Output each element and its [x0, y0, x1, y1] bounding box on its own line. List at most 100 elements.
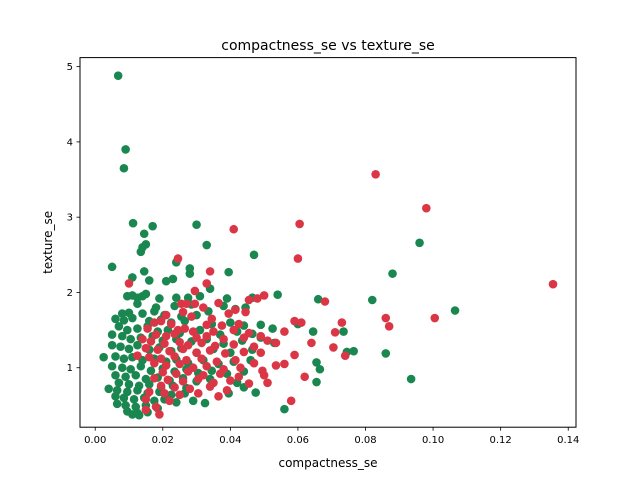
scatter-point-s1-37	[234, 319, 244, 329]
scatter-point-s0-10	[136, 247, 146, 257]
scatter-point-s1-125	[141, 395, 151, 404]
scatter-point-s0-180	[280, 404, 289, 414]
scatter-point-s0-122	[312, 358, 321, 367]
scatter-point-s0-159	[133, 386, 142, 395]
scatter-point-s0-174	[200, 398, 210, 408]
scatter-point-s0-135	[315, 364, 325, 374]
scatter-point-s0-29	[133, 293, 142, 303]
scatter-point-s1-74	[205, 346, 215, 355]
scatter-point-s1-36	[217, 321, 227, 330]
scatter-point-s0-61	[180, 316, 190, 326]
scatter-point-s0-123	[107, 361, 117, 371]
scatter-point-s1-65	[229, 340, 239, 349]
scatter-point-s0-3	[128, 218, 138, 228]
scatter-point-s0-23	[161, 276, 171, 286]
scatter-point-s1-78	[290, 350, 299, 360]
scatter-point-s0-37	[313, 294, 323, 304]
scatter-point-s1-30	[297, 318, 306, 327]
scatter-point-s1-43	[209, 327, 218, 336]
scatter-point-s1-97	[236, 363, 245, 373]
scatter-point-s1-6	[205, 267, 215, 276]
scatter-point-s1-29	[290, 316, 299, 326]
scatter-point-s1-39	[143, 324, 152, 333]
x-axis-label: compactness_se	[278, 456, 377, 470]
scatter-point-s1-66	[249, 342, 259, 351]
scatter-point-s1-2	[229, 224, 239, 234]
x-tick-label: 0.02	[152, 435, 174, 446]
scatter-point-s1-0	[371, 169, 380, 179]
scatter-point-s1-118	[205, 382, 215, 391]
scatter-point-s0-13	[107, 262, 117, 272]
scatter-point-s0-12	[415, 238, 424, 248]
scatter-point-s0-38	[367, 295, 377, 305]
scatter-point-s0-80	[339, 327, 348, 336]
scatter-point-s1-93	[175, 359, 184, 369]
scatter-point-s1-100	[171, 369, 181, 379]
scatter-point-s0-148	[114, 378, 124, 388]
scatter-point-s1-107	[150, 373, 159, 383]
scatter-point-s1-108	[163, 375, 173, 385]
scatter-point-s1-25	[187, 312, 196, 321]
x-tick-label: 0.10	[422, 435, 444, 446]
scatter-point-s1-115	[156, 381, 166, 391]
scatter-point-s1-67	[307, 338, 316, 348]
scatter-point-s0-109	[99, 352, 108, 362]
scatter-point-s0-19	[185, 269, 195, 278]
scatter-point-s1-10	[190, 286, 200, 296]
scatter-point-s1-21	[241, 307, 250, 317]
scatter-point-s0-28	[141, 289, 151, 299]
scatter-point-s0-173	[188, 396, 198, 406]
scatter-point-s0-16	[139, 267, 149, 276]
scatter-point-s0-67	[114, 322, 124, 331]
scatter-point-s1-38	[384, 322, 394, 331]
scatter-point-s1-105	[259, 370, 269, 380]
x-tick-label: 0.08	[354, 435, 376, 446]
scatter-point-s1-53	[219, 334, 228, 344]
scatter-point-s1-61	[175, 337, 184, 347]
scatter-point-s0-172	[171, 398, 181, 407]
scatter-point-s1-24	[161, 310, 171, 320]
scatter-point-s1-12	[253, 294, 262, 303]
scatter-point-s0-1	[121, 145, 130, 154]
scatter-point-s0-127	[146, 366, 156, 376]
scatter-point-s0-8	[202, 240, 211, 250]
scatter-point-s1-44	[229, 325, 239, 335]
scatter-point-s1-124	[214, 392, 223, 401]
scatter-point-s0-83	[126, 334, 135, 344]
scatter-point-s1-31	[337, 318, 347, 327]
scatter-point-s0-149	[124, 379, 134, 389]
scatter-point-s1-88	[249, 358, 259, 368]
scatter-point-s0-137	[121, 372, 130, 382]
scatter-point-s0-69	[133, 324, 142, 333]
scatter-point-s0-0	[113, 71, 123, 80]
scatter-point-s0-185	[128, 410, 137, 419]
scatter-point-s0-125	[126, 364, 135, 374]
scatter-point-s1-80	[133, 351, 142, 360]
scatter-point-s1-3	[295, 219, 304, 229]
scatter-point-s1-84	[182, 355, 191, 365]
scatter-point-s1-81	[144, 352, 154, 362]
scatter-point-s1-59	[146, 337, 156, 346]
scatter-point-s0-42	[170, 301, 179, 311]
scatter-point-s0-57	[128, 313, 137, 323]
scatter-point-s0-74	[195, 325, 205, 335]
scatter-point-s0-79	[308, 327, 318, 336]
scatter-point-s0-136	[111, 370, 120, 380]
scatter-point-s1-120	[144, 387, 154, 397]
scatter-point-s1-104	[234, 372, 244, 382]
scatter-point-s1-95	[202, 361, 211, 371]
scatter-point-s1-123	[193, 389, 203, 398]
scatter-point-s1-117	[185, 384, 195, 394]
y-tick-label: 3	[67, 213, 73, 224]
scatter-point-s0-126	[136, 361, 146, 371]
scatter-point-s0-81	[107, 330, 117, 339]
scatter-point-s1-69	[141, 343, 151, 353]
scatter-point-s1-92	[161, 361, 171, 370]
x-tick-label: 0.04	[219, 435, 241, 446]
x-tick-label: 0.12	[490, 435, 512, 446]
scatter-point-s1-32	[150, 318, 159, 327]
scatter-point-s0-63	[226, 318, 235, 327]
scatter-point-s1-70	[153, 345, 163, 354]
